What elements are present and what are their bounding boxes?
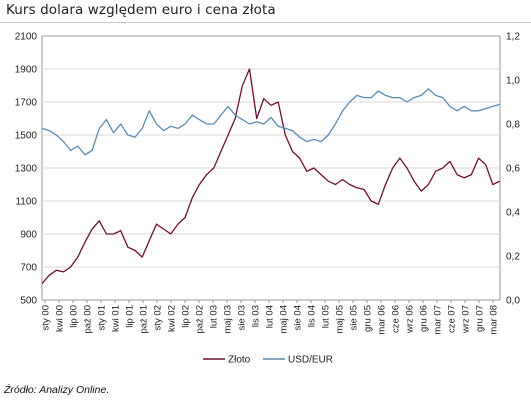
right-tick-label: 0,2 — [506, 252, 520, 263]
x-tick-label: kwi 00 — [55, 305, 66, 332]
x-tick-label: maj 03 — [223, 305, 234, 334]
x-tick-label: sie 04 — [293, 305, 304, 330]
x-tick-label: kwi 01 — [111, 305, 122, 332]
x-tick-label: paź 02 — [195, 305, 206, 334]
right-tick-label: 0,0 — [506, 296, 520, 307]
x-tick-label: gru 06 — [419, 305, 430, 332]
left-axis: 500 700 900 1100 1300 1500 1700 1900 2100 — [15, 32, 38, 307]
series-lines — [41, 68, 501, 284]
x-tick-label: sie 05 — [349, 305, 360, 330]
x-tick-label: sty 01 — [97, 305, 108, 330]
x-tick-label: sie 03 — [237, 305, 248, 330]
legend-label: Złoto — [228, 355, 251, 366]
x-tick-label: sty 00 — [41, 305, 52, 330]
x-tick-label: paź 00 — [83, 305, 94, 334]
chart-title: Kurs dolara względem euro i cena złota — [6, 2, 276, 18]
chart: 500 700 900 1100 1300 1500 1700 1900 2100 0,0 0,2… — [15, 32, 521, 366]
x-axis: sty 00 kwi 00 lip 00 paź 00 sty 01 kwi 01 lip … — [41, 300, 500, 335]
x-tick-label: kwi 02 — [167, 305, 178, 332]
x-tick-label: lip 02 — [181, 305, 192, 328]
x-tick-label: mar 06 — [377, 305, 388, 335]
x-tick-label: lis 04 — [307, 305, 318, 327]
source-note: Źródło: Analizy Online. — [4, 384, 110, 396]
x-tick-label: cze 07 — [447, 305, 458, 333]
x-tick-label: gru 05 — [363, 305, 374, 332]
x-tick-label: sty 02 — [153, 305, 164, 330]
right-tick-label: 1,2 — [506, 32, 520, 43]
left-tick-label: 700 — [20, 263, 37, 274]
x-tick-label: lip 01 — [125, 305, 136, 328]
right-tick-label: 1,0 — [506, 76, 520, 87]
right-tick-label: 0,4 — [506, 208, 520, 219]
x-tick-label: lut 05 — [321, 305, 332, 328]
x-tick-label: gru 07 — [475, 305, 486, 332]
grid-lines — [42, 68, 500, 268]
x-tick-label: mar 07 — [433, 305, 444, 335]
left-tick-label: 1100 — [15, 197, 37, 208]
x-tick-label: wrz 06 — [405, 305, 416, 334]
x-tick-label: paź 01 — [139, 305, 150, 334]
right-tick-label: 0,6 — [506, 164, 520, 175]
left-tick-label: 900 — [20, 230, 37, 241]
x-tick-label: mar 08 — [489, 305, 500, 335]
legend-label: USD/EUR — [288, 355, 333, 366]
left-tick-label: 500 — [20, 296, 37, 307]
x-tick-label: lut 03 — [209, 305, 220, 328]
x-tick-label: maj 05 — [335, 305, 346, 334]
x-tick-label: cze 06 — [391, 305, 402, 333]
right-axis: 0,0 0,2 0,4 0,6 0,8 1,0 1,2 — [506, 32, 520, 307]
left-tick-label: 2100 — [15, 32, 38, 43]
left-tick-label: 1900 — [15, 65, 38, 76]
x-tick-label: lis 03 — [251, 305, 262, 327]
series-line-z-oto — [41, 68, 501, 284]
x-tick-label: lut 04 — [265, 305, 276, 328]
legend: Złoto USD/EUR — [203, 355, 333, 366]
x-tick-label: wrz 07 — [461, 305, 472, 334]
title-divider — [0, 22, 531, 23]
x-tick-label: maj 04 — [279, 305, 290, 334]
left-tick-label: 1300 — [15, 164, 38, 175]
right-tick-label: 0,8 — [506, 120, 520, 131]
series-line-usd-eur — [41, 88, 501, 156]
x-tick-label: lip 00 — [69, 305, 80, 328]
left-tick-label: 1500 — [15, 131, 38, 142]
left-tick-label: 1700 — [15, 98, 38, 109]
